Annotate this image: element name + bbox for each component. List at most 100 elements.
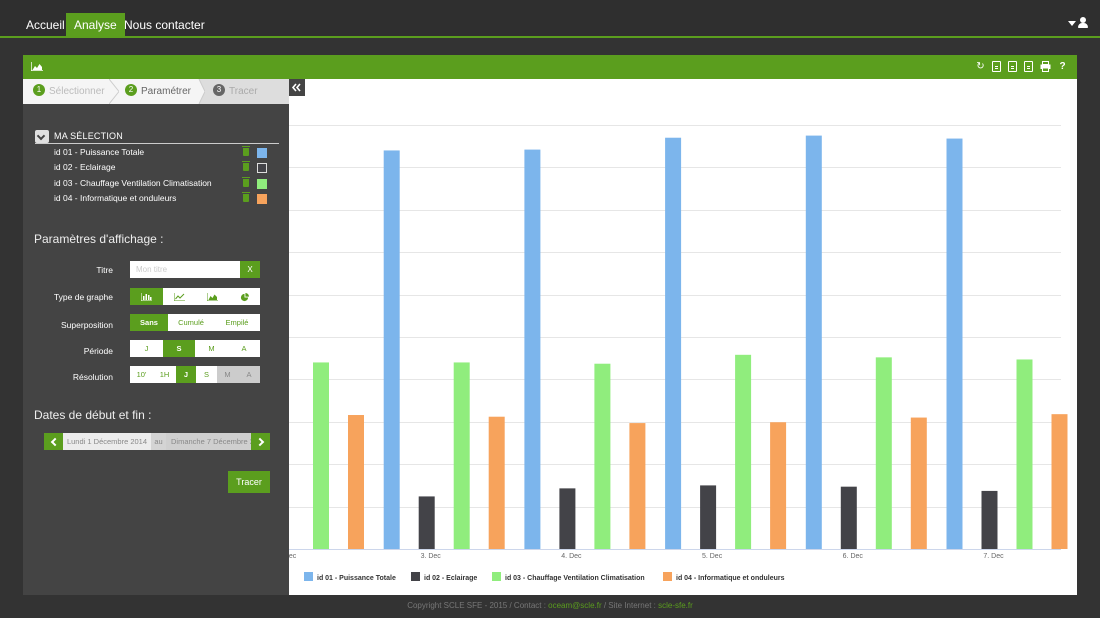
user-menu[interactable] xyxy=(1068,17,1090,31)
bar xyxy=(488,416,505,549)
nav-accueil[interactable]: Accueil xyxy=(26,18,65,32)
date-range: Lundi 1 Décembre 2014 au Dimanche 7 Déce… xyxy=(44,433,270,450)
bar xyxy=(665,137,682,549)
bar xyxy=(875,357,892,549)
bar xyxy=(1016,359,1033,549)
periode-s[interactable]: S xyxy=(163,340,195,357)
display-params-title: Paramètres d'affichage : xyxy=(34,232,164,246)
x-tick-label: 3. Dec xyxy=(421,553,442,560)
step-tracer[interactable]: 3 Tracer xyxy=(213,79,258,104)
date-separator: au xyxy=(151,433,166,450)
step-parametrer[interactable]: 2 Paramétrer xyxy=(125,79,191,104)
bar xyxy=(735,354,752,549)
bar xyxy=(383,150,400,549)
chart-area: Dec 3. Dec 4. Dec 5. Dec 6. Dec 7. Dec id 01 -… xyxy=(284,79,1077,595)
bar xyxy=(910,417,927,549)
series-color-swatch[interactable] xyxy=(257,148,267,158)
x-tick-label: 6. Dec xyxy=(843,553,864,560)
end-date-field[interactable]: Dimanche 7 Décembre 20 xyxy=(166,433,251,450)
nav-nous-contacter[interactable]: Nous contacter xyxy=(124,18,205,32)
bar-chart-button[interactable] xyxy=(130,288,163,305)
periode-group: J S M A xyxy=(130,340,260,357)
periode-m[interactable]: M xyxy=(195,340,228,357)
panel-header: ↻ ? xyxy=(23,55,1077,79)
bar xyxy=(453,362,470,549)
bar-chart-icon xyxy=(141,293,152,302)
footer-email-link[interactable]: oceam@scle.fr xyxy=(548,601,602,610)
series-color-swatch[interactable] xyxy=(257,194,267,204)
legend-item: id 03 - Chauffage Ventilation Climatisat… xyxy=(505,575,645,582)
legend-item: id 01 - Puissance Totale xyxy=(317,575,396,582)
resolution-1h[interactable]: 1H xyxy=(153,366,176,383)
image-icon[interactable] xyxy=(1008,61,1017,72)
collapse-sidebar-button[interactable] xyxy=(289,79,305,96)
resolution-10min[interactable]: 10' xyxy=(130,366,153,383)
step-separator xyxy=(195,79,205,104)
bar xyxy=(805,135,822,549)
bar xyxy=(524,149,541,549)
selection-item: id 01 - Puissance Totale xyxy=(53,146,279,160)
series-color-swatch[interactable] xyxy=(257,179,267,189)
resolution-group: 10' 1H J S M A xyxy=(130,366,260,383)
help-icon[interactable]: ? xyxy=(1059,61,1066,72)
line-chart-icon xyxy=(174,293,185,302)
line-chart-button[interactable] xyxy=(163,288,196,305)
pie-chart-button[interactable] xyxy=(228,288,260,305)
area-chart-icon xyxy=(206,293,218,302)
step-selectionner[interactable]: 1 Sélectionner xyxy=(33,79,105,104)
area-chart-button[interactable] xyxy=(196,288,228,305)
csv-icon[interactable] xyxy=(1024,61,1033,72)
titre-label: Titre xyxy=(96,265,113,275)
x-tick-label: 7. Dec xyxy=(983,553,1004,560)
legend-item: id 04 - Informatique et onduleurs xyxy=(676,575,785,582)
wizard-steps: 1 Sélectionner 2 Paramétrer 3 Tracer xyxy=(23,79,289,104)
superposition-empile[interactable]: Empilé xyxy=(214,314,260,331)
user-icon xyxy=(1078,17,1088,29)
refresh-icon[interactable]: ↻ xyxy=(976,61,985,72)
chart-type-label: Type de graphe xyxy=(53,292,113,302)
periode-label: Période xyxy=(83,346,113,356)
trash-icon[interactable] xyxy=(242,161,250,171)
superposition-sans[interactable]: Sans xyxy=(130,314,168,331)
bar xyxy=(594,363,611,549)
selection-item: id 02 - Eclairage xyxy=(53,161,279,175)
bar xyxy=(418,496,435,549)
nav-analyse[interactable]: Analyse xyxy=(66,13,125,37)
bar-chart: Dec 3. Dec 4. Dec 5. Dec 6. Dec 7. Dec id 01 -… xyxy=(284,125,1068,582)
footer-copyright: Copyright SCLE SFE - 2015 / Contact : xyxy=(407,601,549,610)
start-date-field[interactable]: Lundi 1 Décembre 2014 xyxy=(63,433,151,450)
panel-tools: ↻ ? xyxy=(976,61,1067,73)
footer: Copyright SCLE SFE - 2015 / Contact : oc… xyxy=(0,601,1100,610)
trash-icon[interactable] xyxy=(242,192,250,202)
legend-swatch xyxy=(411,572,420,581)
print-icon[interactable] xyxy=(1040,61,1051,72)
resolution-j[interactable]: J xyxy=(176,366,196,383)
x-tick-label: 5. Dec xyxy=(702,553,723,560)
chart-type-group xyxy=(130,288,260,305)
top-navbar: Accueil Analyse Nous contacter xyxy=(0,0,1100,38)
bar xyxy=(313,362,329,549)
resolution-m: M xyxy=(217,366,238,383)
caret-down-icon xyxy=(1068,21,1076,26)
chevron-down-icon[interactable] xyxy=(35,130,49,143)
superposition-cumule[interactable]: Cumulé xyxy=(168,314,214,331)
series-color-swatch[interactable] xyxy=(257,163,267,173)
clear-title-button[interactable]: X xyxy=(240,261,260,278)
periode-a[interactable]: A xyxy=(228,340,260,357)
trash-icon[interactable] xyxy=(242,177,250,187)
trash-icon[interactable] xyxy=(242,146,250,156)
previous-period-button[interactable] xyxy=(44,433,63,450)
footer-site-link[interactable]: scle-sfe.fr xyxy=(658,601,693,610)
selection-item: id 04 - Informatique et onduleurs xyxy=(53,192,279,206)
title-input[interactable] xyxy=(130,261,240,278)
bar xyxy=(770,422,787,549)
resolution-s[interactable]: S xyxy=(196,366,217,383)
selection-item: id 03 - Chauffage Ventilation Climatisat… xyxy=(53,177,279,191)
next-period-button[interactable] xyxy=(251,433,270,450)
periode-j[interactable]: J xyxy=(130,340,163,357)
tracer-button[interactable]: Tracer xyxy=(228,471,270,493)
dates-title: Dates de début et fin : xyxy=(34,408,152,422)
superposition-group: Sans Cumulé Empilé xyxy=(130,314,260,331)
pdf-icon[interactable] xyxy=(992,61,1001,72)
